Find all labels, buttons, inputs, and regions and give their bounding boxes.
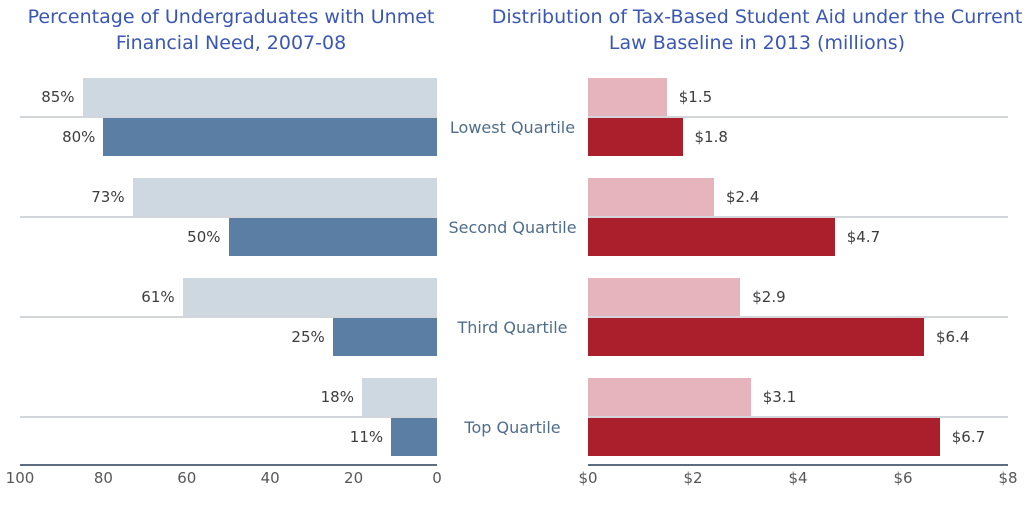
bar-row: 25% <box>20 318 437 356</box>
bar-row: $2.4 <box>588 178 1008 216</box>
bar-light-red-second <box>588 178 714 216</box>
axis-tick-label: 0 <box>432 469 442 487</box>
bar-row: $2.9 <box>588 278 1008 316</box>
category-separator-line <box>588 116 1008 118</box>
left-chart-title: Percentage of Undergraduates with Unmet … <box>27 6 435 54</box>
right-chart-title: Distribution of Tax-Based Student Aid un… <box>491 6 1023 54</box>
bar-row: $1.5 <box>588 78 1008 116</box>
bar-value-label: $2.9 <box>752 288 786 306</box>
bar-dark-blue-top <box>391 418 437 456</box>
bar-row: 61% <box>20 278 437 316</box>
bar-light-blue-top <box>361 378 437 416</box>
right-group-third-quartile: $2.9 $6.4 <box>588 278 1008 356</box>
left-plot-area: 85% 80% 73% 50% 61% <box>6 70 442 487</box>
axis-tick-label: $0 <box>578 469 598 487</box>
bar-value-label: $6.7 <box>951 428 986 446</box>
bar-dark-blue-lowest <box>103 118 437 156</box>
bar-row: 80% <box>20 118 437 156</box>
bar-value-label: 50% <box>187 228 221 246</box>
category-separator-line <box>588 416 1008 418</box>
bar-dark-red-second <box>588 218 835 256</box>
bar-value-label: 25% <box>291 328 325 346</box>
axis-tick-label: $4 <box>788 469 808 487</box>
left-group-third-quartile: 61% 25% <box>20 278 437 356</box>
bar-row: 85% <box>20 78 437 116</box>
bar-value-label: $1.8 <box>694 128 728 146</box>
axis-tick-label: 20 <box>344 469 364 487</box>
bar-value-label: $6.4 <box>936 328 970 346</box>
category-label-second-quartile: Second Quartile <box>448 217 577 237</box>
bar-row: 18% <box>20 378 437 416</box>
bar-dark-red-lowest <box>588 118 683 156</box>
left-group-lowest-quartile: 85% 80% <box>20 78 437 156</box>
axis-tick-label: $2 <box>683 469 703 487</box>
axis-tick-label: $6 <box>893 469 913 487</box>
axis-tick-label: 60 <box>177 469 197 487</box>
bar-value-label: $3.1 <box>762 388 797 406</box>
bar-row: $1.8 <box>588 118 1008 156</box>
bar-value-label: 80% <box>62 128 96 146</box>
bar-light-red-third <box>588 278 741 316</box>
right-group-lowest-quartile: $1.5 $1.8 <box>588 78 1008 156</box>
right-group-second-quartile: $2.4 $4.7 <box>588 178 1008 256</box>
left-x-axis: 100 80 60 40 20 0 <box>6 464 442 488</box>
category-separator-line <box>20 316 437 318</box>
category-separator-line <box>20 416 437 418</box>
right-x-axis: $0 $2 $4 $6 $8 <box>578 464 1017 488</box>
category-label-top-quartile: Top Quartile <box>464 417 561 437</box>
category-label-lowest-quartile: Lowest Quartile <box>449 117 576 137</box>
bar-value-label: 18% <box>320 388 354 406</box>
category-separator-line <box>20 216 437 218</box>
bar-value-label: $1.5 <box>678 88 713 106</box>
right-group-top-quartile: $3.1 $6.7 <box>588 378 1008 456</box>
bar-row: $3.1 <box>588 378 1008 416</box>
bar-value-label: 73% <box>91 188 125 206</box>
bar-row: 11% <box>20 418 437 456</box>
left-group-second-quartile: 73% 50% <box>20 178 437 256</box>
bar-dark-red-third <box>588 318 924 356</box>
bar-light-blue-lowest <box>82 78 437 116</box>
bar-row: 73% <box>20 178 437 216</box>
bar-row: $6.4 <box>588 318 1008 356</box>
category-label-third-quartile: Third Quartile <box>457 317 568 337</box>
bar-light-blue-second <box>132 178 437 216</box>
bar-value-label: 61% <box>141 288 175 306</box>
left-group-top-quartile: 18% 11% <box>20 378 437 456</box>
bar-row: 50% <box>20 218 437 256</box>
bar-dark-red-top <box>588 418 940 456</box>
bar-light-blue-third <box>182 278 437 316</box>
bar-row: $6.7 <box>588 418 1008 456</box>
bar-light-red-lowest <box>588 78 667 116</box>
category-separator-line <box>20 116 437 118</box>
axis-tick-label: 80 <box>93 469 113 487</box>
axis-tick-label: $8 <box>998 469 1018 487</box>
category-axis: Lowest Quartile Second Quartile Third Qu… <box>437 0 588 507</box>
bar-row: $4.7 <box>588 218 1008 256</box>
bar-value-label: $2.4 <box>726 188 760 206</box>
right-plot-area: $1.5 $1.8 $2.4 $4.7 $2.9 <box>578 70 1018 487</box>
bar-value-label: 85% <box>41 88 75 106</box>
bar-value-label: 11% <box>349 428 384 446</box>
bar-dark-blue-second <box>228 218 437 256</box>
axis-tick-label: 40 <box>260 469 280 487</box>
category-separator-line <box>588 316 1008 318</box>
bar-value-label: $4.7 <box>846 228 881 246</box>
category-separator-line <box>588 216 1008 218</box>
bar-dark-blue-third <box>332 318 437 356</box>
axis-tick-label: 100 <box>5 469 35 487</box>
bar-light-red-top <box>588 378 751 416</box>
